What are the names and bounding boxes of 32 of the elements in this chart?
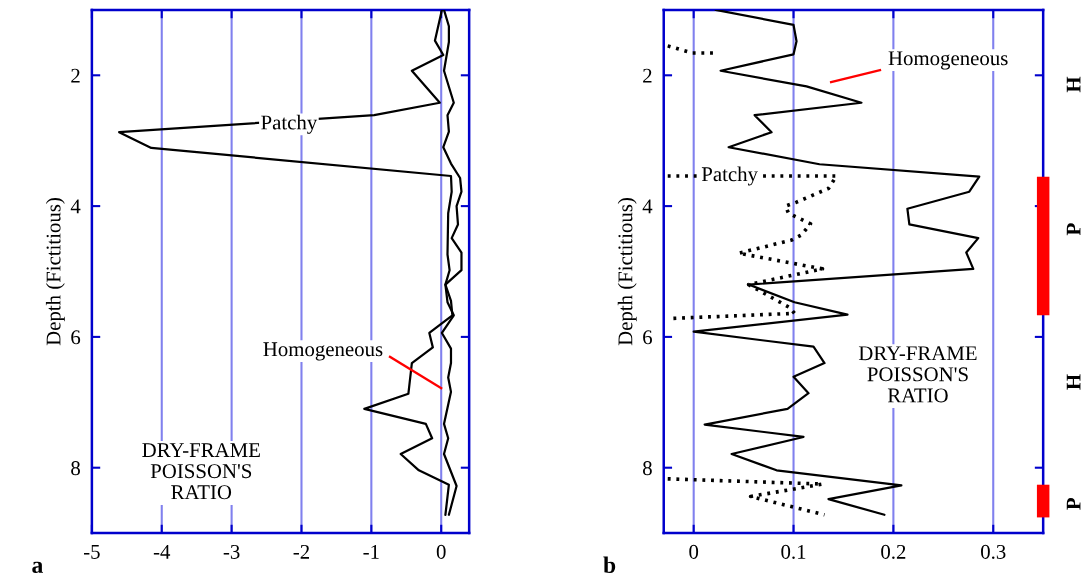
text: H <box>1066 374 1081 390</box>
y-tick-label: 8 <box>643 461 652 476</box>
y-tick-label: 8 <box>71 461 80 476</box>
x-tick-label: 0.3 <box>981 544 1006 559</box>
text: P <box>1066 223 1081 236</box>
y-tick-label: 2 <box>71 68 80 83</box>
x-tick-label: -2 <box>293 544 310 559</box>
text: H <box>1066 76 1081 93</box>
annotation: Homogeneous <box>263 342 383 361</box>
annotation: DRY-FRAME POISSON'S RATIO <box>142 443 260 500</box>
text: b <box>603 556 616 574</box>
annotation: Patchy <box>701 166 758 186</box>
x-tick-label: 0 <box>689 544 699 559</box>
text: a <box>32 561 43 574</box>
y-axis-title: Depth (Fictitious) <box>617 198 637 346</box>
annotation: DRY-FRAME POISSON'S RATIO <box>858 346 977 403</box>
y-tick-label: 2 <box>643 68 652 83</box>
y-tick-label: 4 <box>70 199 81 214</box>
y-axis-title: Depth (Fictitious) <box>45 198 65 346</box>
annotation: Homogeneous <box>888 51 1008 70</box>
annotation: Patchy <box>261 114 318 134</box>
y-tick-label: 6 <box>71 330 81 345</box>
y-tick-label: 6 <box>643 330 652 345</box>
x-tick-label: -1 <box>363 544 379 559</box>
x-tick-label: -4 <box>153 544 171 559</box>
x-tick-label: 0.2 <box>881 544 906 559</box>
x-tick-label: -3 <box>223 544 240 559</box>
y-tick-label: 4 <box>642 199 653 214</box>
x-tick-label: -5 <box>83 545 100 559</box>
text: P <box>1066 498 1081 510</box>
x-tick-label: 0 <box>436 544 446 559</box>
x-tick-label: 0.1 <box>781 544 806 559</box>
